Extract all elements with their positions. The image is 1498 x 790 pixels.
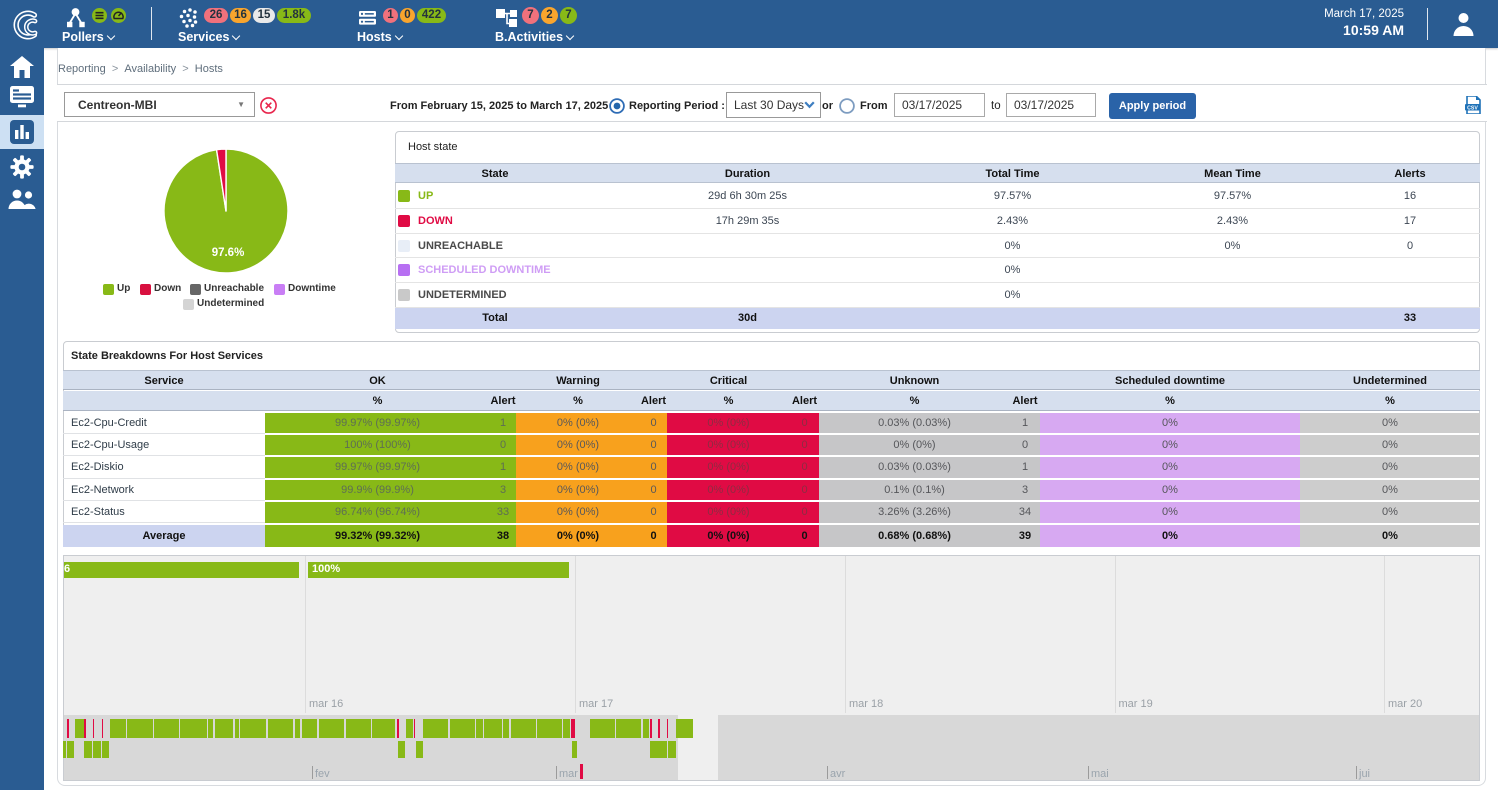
svg-text:97.6%: 97.6% <box>212 247 245 259</box>
svg-text:CSV: CSV <box>1467 105 1478 111</box>
